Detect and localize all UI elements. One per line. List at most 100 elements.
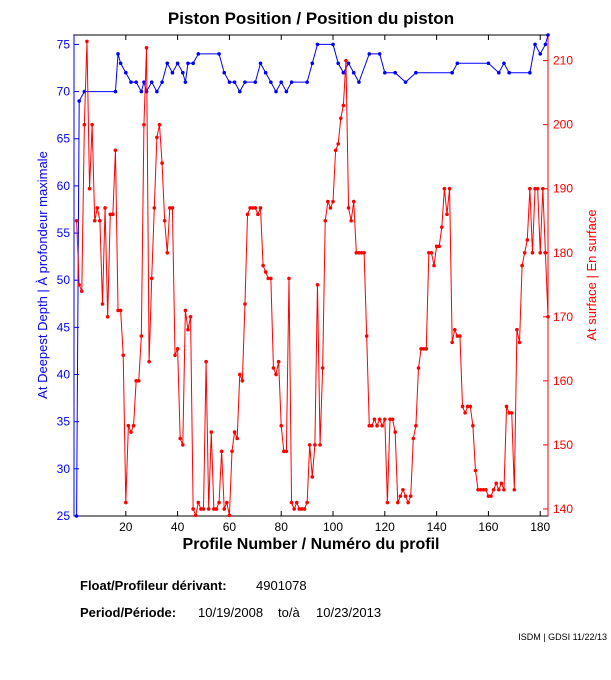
data-point: [383, 70, 387, 75]
data-point: [522, 250, 527, 255]
data-point: [414, 70, 418, 75]
data-point: [232, 80, 237, 84]
data-point: [219, 449, 224, 454]
data-point: [377, 417, 382, 422]
data-point: [452, 327, 457, 332]
data-point: [546, 33, 550, 37]
x-tick-label: 120: [375, 520, 395, 534]
data-point: [476, 487, 480, 492]
data-point: [455, 334, 460, 338]
data-point: [307, 443, 312, 447]
data-point: [74, 514, 79, 518]
data-point: [315, 42, 320, 47]
data-point: [139, 334, 144, 338]
data-point: [152, 206, 157, 210]
data-point: [341, 103, 346, 108]
data-point: [541, 186, 545, 191]
data-point: [287, 276, 291, 281]
data-point: [385, 500, 390, 505]
data-point: [336, 142, 340, 146]
data-point: [196, 52, 201, 56]
data-point: [162, 218, 167, 223]
data-point: [147, 359, 151, 364]
data-point: [463, 411, 467, 415]
y2-tick-label: 210: [553, 54, 573, 68]
period-end: 10/23/2013: [316, 605, 381, 620]
data-point: [165, 250, 170, 255]
data-point: [546, 315, 550, 319]
chart-title: Piston Position / Position du piston: [168, 9, 454, 28]
data-point: [390, 417, 395, 422]
data-point: [302, 507, 307, 511]
data-point: [338, 116, 343, 121]
data-point: [248, 206, 252, 210]
data-point: [212, 507, 216, 511]
data-point: [232, 430, 237, 434]
data-point: [377, 52, 382, 56]
data-point: [432, 263, 436, 268]
data-point: [77, 99, 81, 103]
data-point: [92, 218, 97, 223]
data-point: [460, 404, 465, 409]
data-point: [243, 80, 247, 84]
y-tick-label: 60: [57, 179, 71, 193]
x-tick-label: 80: [275, 520, 289, 534]
data-point: [450, 340, 454, 345]
y-tick-label: 70: [57, 85, 71, 99]
data-point: [320, 366, 325, 370]
data-point: [403, 80, 408, 84]
data-point: [367, 423, 372, 428]
data-point: [442, 186, 447, 191]
data-point: [481, 487, 486, 492]
data-point: [253, 206, 258, 210]
data-point: [499, 481, 504, 486]
data-point: [155, 135, 159, 140]
data-point: [217, 52, 221, 56]
data-point: [496, 487, 501, 492]
data-point: [279, 423, 284, 428]
data-point: [284, 449, 289, 454]
data-point: [328, 206, 333, 210]
data-point: [383, 417, 387, 422]
data-point: [263, 70, 268, 75]
data-point: [406, 500, 410, 505]
data-point: [313, 443, 317, 447]
data-point: [186, 61, 190, 66]
data-point: [118, 61, 123, 66]
data-point: [331, 42, 335, 47]
y-tick-label: 45: [57, 320, 71, 334]
data-point: [250, 206, 255, 210]
data-point: [282, 449, 286, 454]
data-point: [354, 250, 359, 255]
y2-axis-label: At surface | En surface: [584, 209, 599, 340]
data-point: [289, 500, 294, 505]
data-point: [318, 443, 322, 447]
data-point: [170, 206, 175, 210]
data-point: [121, 353, 126, 358]
y-tick-label: 40: [57, 368, 71, 382]
x-axis-label: Profile Number / Numéro du profil: [183, 536, 440, 553]
data-point: [149, 276, 154, 281]
data-point: [258, 206, 263, 210]
data-point: [209, 430, 214, 434]
data-point: [297, 507, 302, 511]
data-point: [502, 487, 506, 492]
data-point: [201, 507, 206, 511]
data-point: [113, 148, 118, 153]
data-point: [139, 89, 144, 94]
data-point: [266, 276, 271, 281]
data-point: [134, 80, 138, 84]
data-point: [538, 52, 543, 56]
data-point: [486, 494, 491, 498]
data-point: [305, 500, 309, 505]
data-point: [261, 263, 265, 268]
data-point: [512, 487, 517, 492]
data-point: [323, 218, 328, 223]
data-point: [175, 347, 180, 351]
data-point: [276, 359, 281, 364]
data-point: [142, 122, 146, 127]
y2-tick-label: 160: [553, 374, 573, 388]
data-point: [227, 513, 232, 518]
data-point: [393, 430, 397, 434]
data-point: [535, 186, 540, 191]
